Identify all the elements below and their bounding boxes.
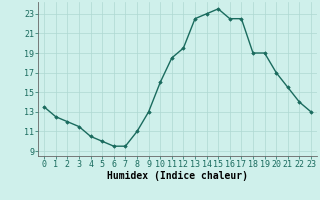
X-axis label: Humidex (Indice chaleur): Humidex (Indice chaleur)	[107, 171, 248, 181]
